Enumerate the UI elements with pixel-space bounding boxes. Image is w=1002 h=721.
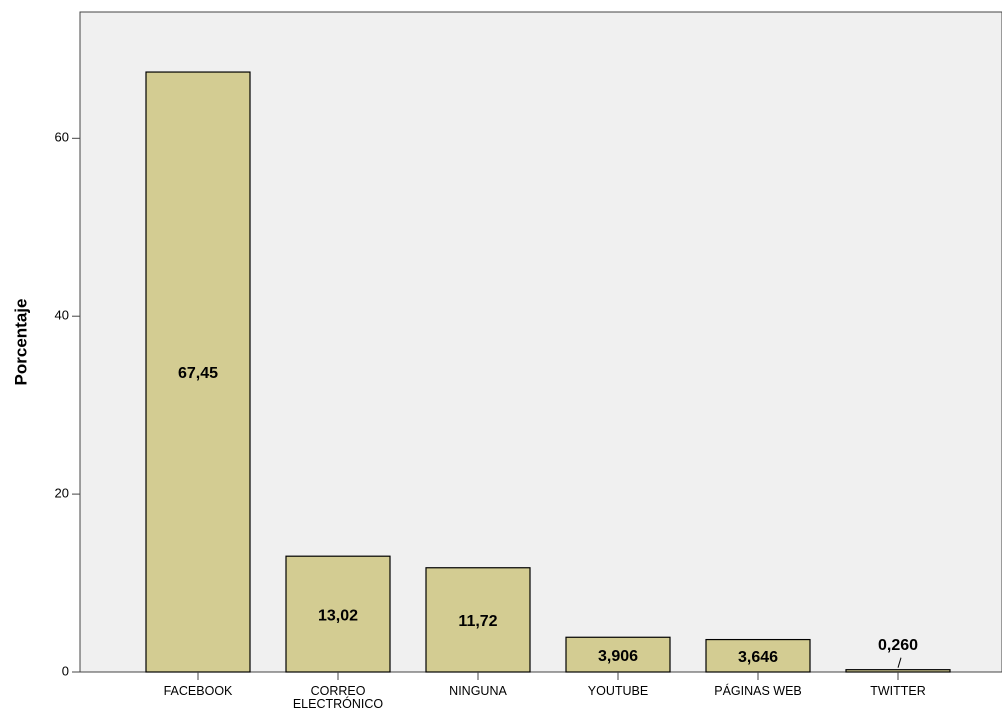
x-tick-label: NINGUNA <box>449 684 507 698</box>
x-tick-label: FACEBOOK <box>163 684 233 698</box>
value-label: 3,906 <box>598 648 638 665</box>
x-tick-label: YOUTUBE <box>587 684 649 698</box>
value-label: 11,72 <box>458 613 497 630</box>
bar <box>565 636 671 673</box>
y-tick-label: 20 <box>55 486 69 501</box>
label-leader <box>897 657 902 668</box>
x-tick-label: PÁGINAS WEB <box>714 684 802 698</box>
y-tick-label: 0 <box>62 663 69 678</box>
value-label: 0,260 <box>878 637 918 654</box>
bar <box>145 71 251 673</box>
y-tick-label: 40 <box>55 308 69 323</box>
x-tick-label: TWITTER <box>870 684 926 698</box>
value-label: 13,02 <box>318 607 358 624</box>
value-label: 3,646 <box>738 649 778 666</box>
value-label: 67,45 <box>178 365 218 382</box>
x-tick-label: CORREO ELECTRÓNICO <box>292 684 384 711</box>
y-axis-label: Porcentaje <box>11 299 30 386</box>
bar <box>845 669 951 673</box>
y-tick-label: 60 <box>55 130 69 145</box>
